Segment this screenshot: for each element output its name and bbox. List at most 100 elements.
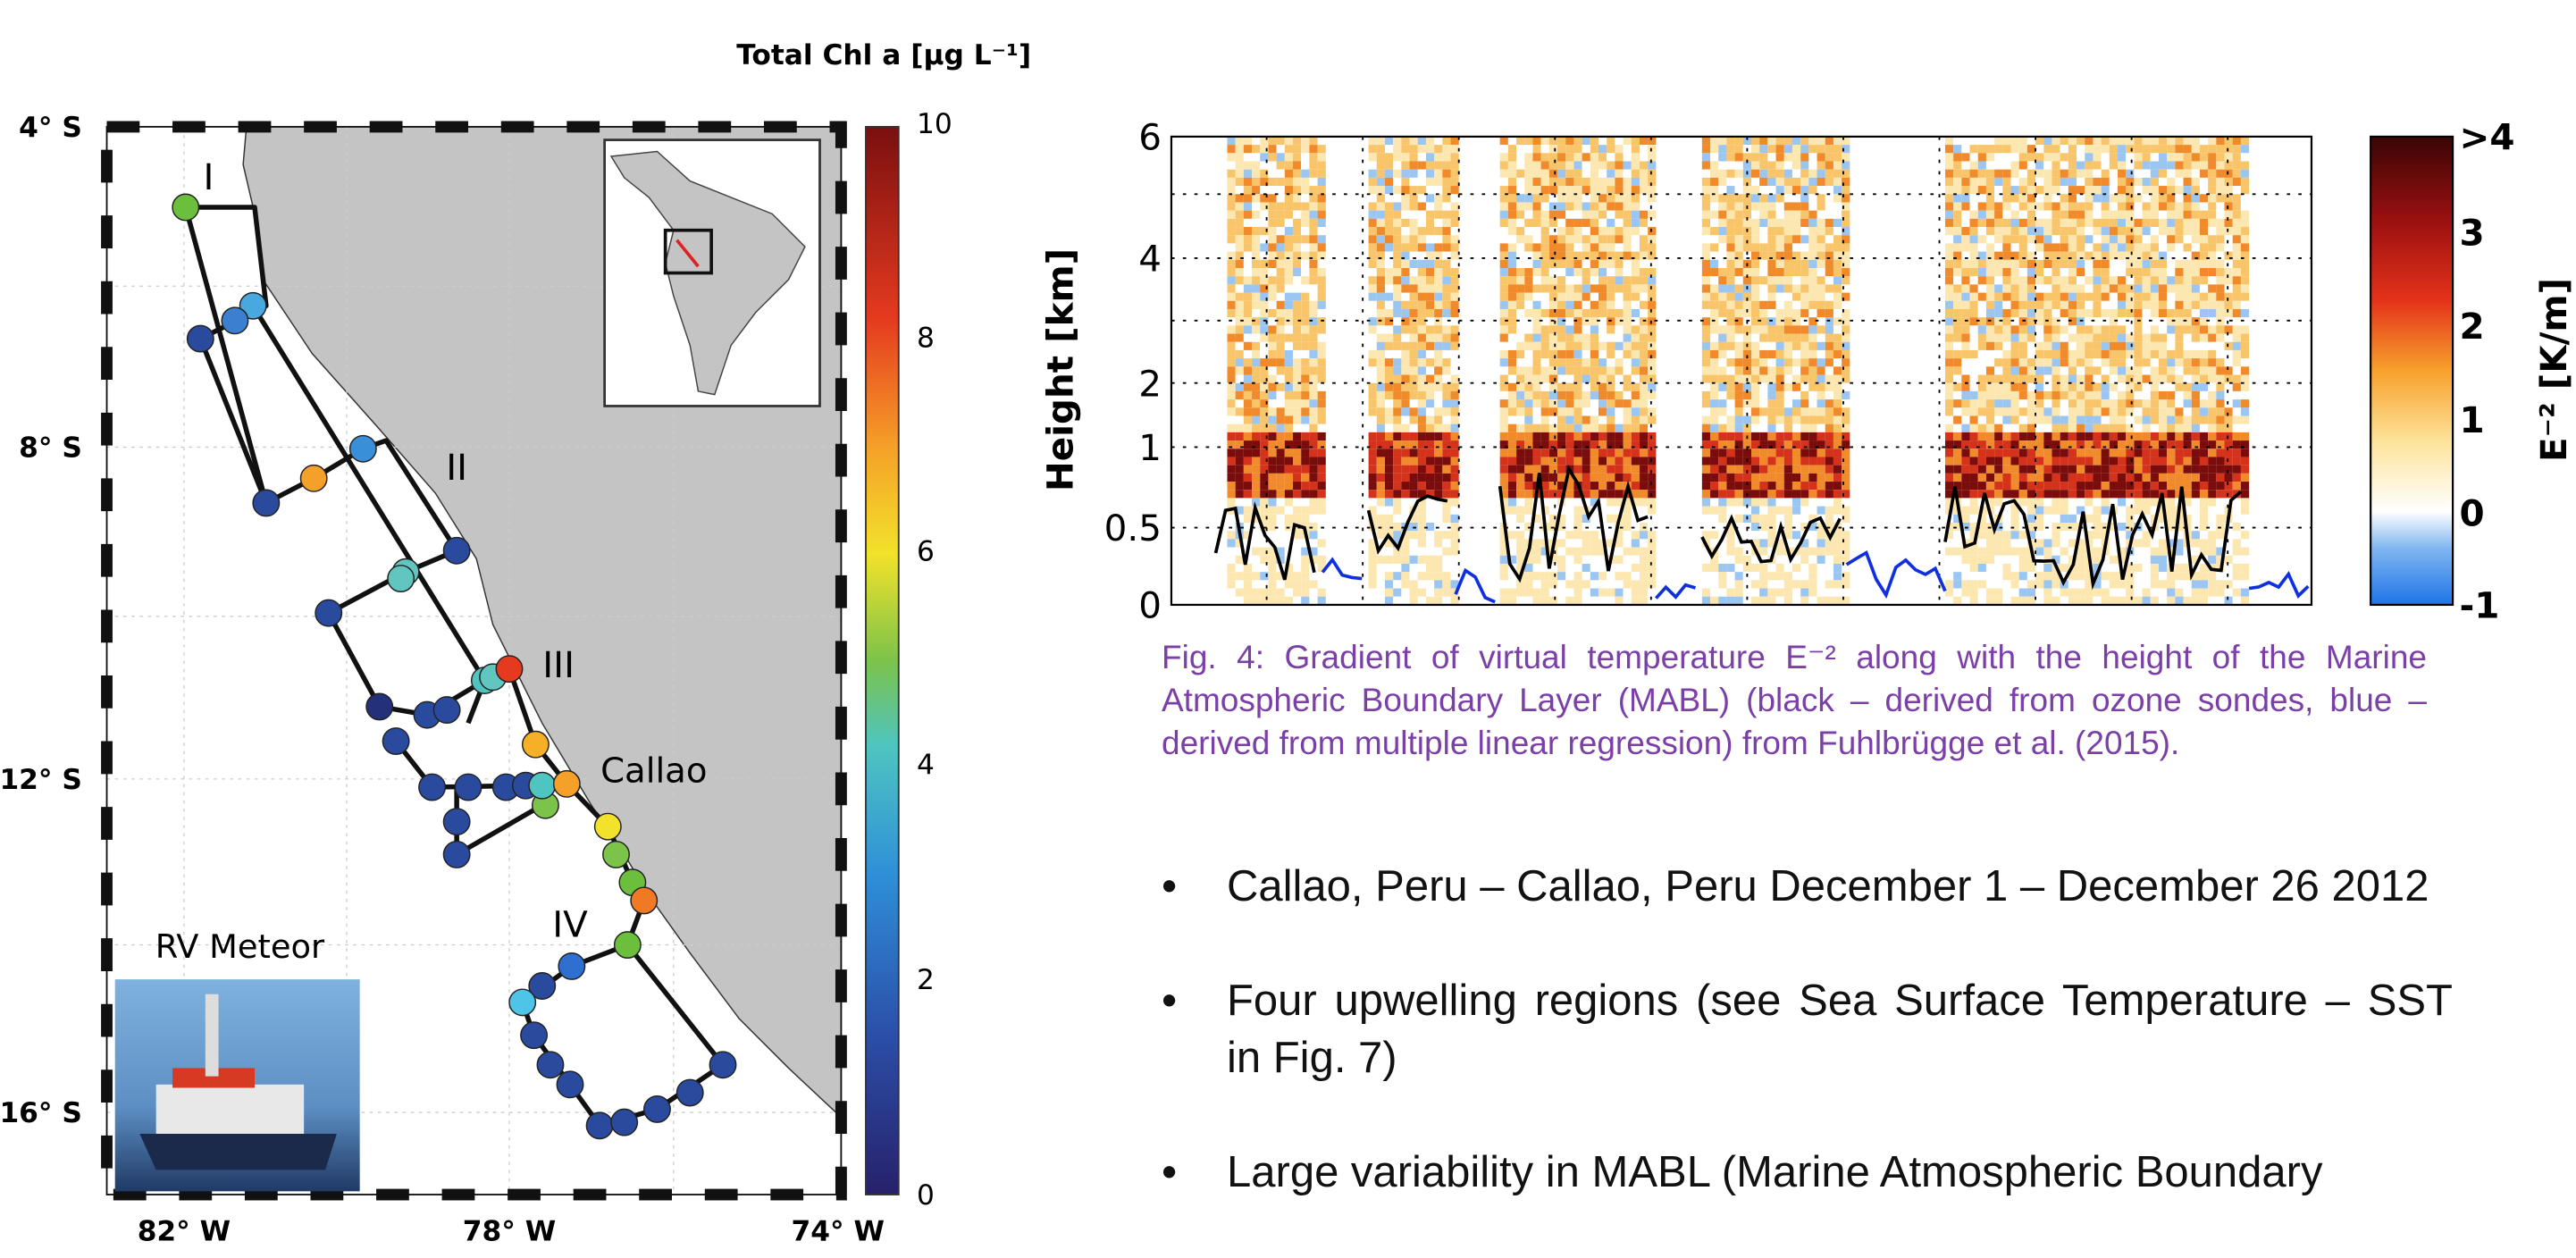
heat-cell — [1252, 589, 1260, 597]
heat-cell — [1508, 194, 1516, 202]
heat-cell — [1978, 219, 1986, 227]
heat-cell — [1986, 162, 1994, 170]
heat-cell — [1549, 293, 1557, 301]
heat-cell — [1598, 597, 1607, 605]
heat-cell — [1817, 407, 1825, 415]
heat-cell — [1759, 465, 1767, 474]
heat-cell — [1825, 474, 1833, 482]
heat-cell — [2043, 334, 2052, 342]
heat-cell — [1702, 375, 1710, 383]
heat-cell — [1607, 391, 1615, 399]
heat-cell — [1598, 309, 1607, 317]
heat-cell — [1640, 153, 1648, 161]
heat-cell — [2027, 211, 2035, 219]
lat-label: 16° S — [0, 1097, 82, 1129]
heat-cell — [2068, 178, 2077, 186]
heat-cell — [2077, 465, 2085, 474]
heat-cell — [2110, 358, 2118, 366]
heat-cell — [1426, 548, 1434, 556]
heat-cell — [1726, 235, 1734, 243]
heat-cell — [1598, 432, 1607, 440]
heat-cell — [2134, 407, 2142, 415]
heat-cell — [2093, 358, 2101, 366]
heat-cell — [2102, 474, 2110, 482]
heat-cell — [2052, 293, 2060, 301]
heat-cell — [1524, 366, 1532, 374]
heat-cell — [1718, 515, 1726, 523]
heat-cell — [1970, 293, 1978, 301]
heat-cell — [2126, 334, 2134, 342]
heat-cell — [1759, 482, 1767, 490]
heat-cell — [1401, 243, 1409, 251]
heat-cell — [1377, 457, 1385, 465]
heat-cell — [1735, 260, 1743, 268]
heat-cell — [1524, 260, 1532, 268]
heat-cell — [1401, 424, 1409, 432]
heat-cell — [1500, 597, 1508, 605]
heat-cell — [1227, 474, 1235, 482]
heat-cell — [2077, 358, 2085, 366]
heat-cell — [1776, 383, 1784, 391]
heat-cell — [1385, 235, 1393, 243]
heat-cell — [1236, 186, 1244, 194]
heat-cell — [1817, 186, 1825, 194]
heat-cell — [1393, 350, 1401, 358]
station-dot — [631, 887, 657, 913]
heat-cell — [1500, 268, 1508, 276]
heat-cell — [1767, 162, 1775, 170]
heat-cell — [1582, 589, 1590, 597]
heat-cell — [2085, 474, 2093, 482]
heat-cell — [1410, 219, 1418, 227]
heat-cell — [1500, 309, 1508, 317]
heat-cell — [1624, 366, 1632, 374]
heat-cell — [1252, 391, 1260, 399]
station-dot — [644, 1096, 670, 1122]
heat-cell — [1426, 457, 1434, 465]
heat-cell — [1825, 366, 1833, 374]
heat-cell — [2068, 350, 2077, 358]
heat-cell — [1377, 375, 1385, 383]
heat-cell — [2085, 415, 2093, 424]
heat-cell — [1285, 137, 1293, 145]
heat-cell — [1410, 572, 1418, 580]
heat-cell — [2126, 145, 2134, 153]
heat-cell — [1442, 580, 1450, 588]
heat-cell — [1401, 449, 1409, 457]
heat-cell — [1986, 178, 1994, 186]
heat-cell — [2110, 243, 2118, 251]
heat-cell — [1640, 556, 1648, 564]
heat-cell — [2134, 572, 2142, 580]
heat-cell — [1767, 194, 1775, 202]
heat-cell — [1401, 227, 1409, 235]
heat-cell — [2002, 383, 2010, 391]
heat-cell — [1735, 293, 1743, 301]
heat-cell — [1735, 309, 1743, 317]
heat-cell — [1800, 211, 1808, 219]
heat-cell — [2093, 507, 2101, 515]
heat-cell — [2143, 268, 2151, 276]
heat-cell — [1582, 293, 1590, 301]
heat-cell — [1268, 211, 1276, 219]
heat-cell — [1767, 153, 1775, 161]
heat-cell — [1268, 597, 1276, 605]
heat-cell — [1598, 260, 1607, 268]
heat-cell — [1268, 589, 1276, 597]
heat-cell — [1385, 186, 1393, 194]
heat-cell — [2027, 178, 2035, 186]
heat-cell — [1833, 498, 1842, 506]
heat-cell — [2093, 432, 2101, 440]
heat-cell — [2077, 366, 2085, 374]
heat-cell — [1751, 235, 1759, 243]
heat-cell — [2052, 153, 2060, 161]
heat-cell — [2102, 490, 2110, 498]
heat-cell — [1524, 309, 1532, 317]
heat-cell — [2085, 597, 2093, 605]
heat-cell — [1615, 268, 1623, 276]
heat-cell — [1767, 432, 1775, 440]
heat-cell — [1500, 153, 1508, 161]
heat-cell — [1833, 293, 1842, 301]
heat-cell — [1702, 589, 1710, 597]
heat-cell — [1978, 572, 1986, 580]
heat-cell — [1582, 309, 1590, 317]
heat-cell — [1784, 252, 1792, 260]
